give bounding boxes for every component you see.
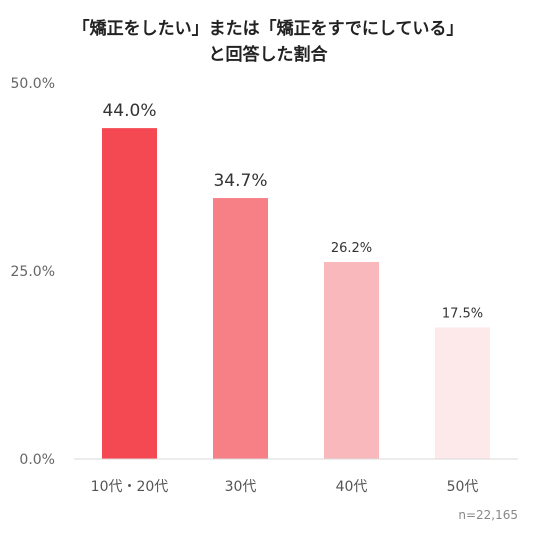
bar xyxy=(435,327,490,459)
x-tick-label: 30代 xyxy=(225,479,257,495)
chart-title-line-2: と回答した割合 xyxy=(208,45,328,65)
bar-value-label: 34.7% xyxy=(213,171,267,191)
bar-value-label: 26.2% xyxy=(331,241,372,256)
bar xyxy=(102,128,157,459)
bar-series xyxy=(102,128,490,459)
y-tick-label: 50.0% xyxy=(11,76,55,92)
bar xyxy=(324,261,379,459)
bar-value-label: 44.0% xyxy=(102,101,156,121)
x-tick-label: 10代・20代 xyxy=(91,479,169,495)
x-tick-label: 40代 xyxy=(336,479,368,495)
y-tick-label: 0.0% xyxy=(19,452,55,468)
bar-value-labels: 44.0% 34.7% 26.2% 17.5% xyxy=(102,101,483,321)
chart-title-line-1: 「矯正をしたい」または「矯正をすでにしている」 xyxy=(72,19,464,39)
x-axis-ticks: 10代・20代 30代 40代 50代 xyxy=(91,479,479,495)
bar-value-label: 17.5% xyxy=(442,306,483,321)
y-axis-ticks: 0.0% 25.0% 50.0% xyxy=(11,76,55,468)
x-tick-label: 50代 xyxy=(447,479,479,495)
bar xyxy=(213,198,268,459)
sample-size-note: n=22,165 xyxy=(458,508,518,522)
y-tick-label: 25.0% xyxy=(11,264,55,280)
